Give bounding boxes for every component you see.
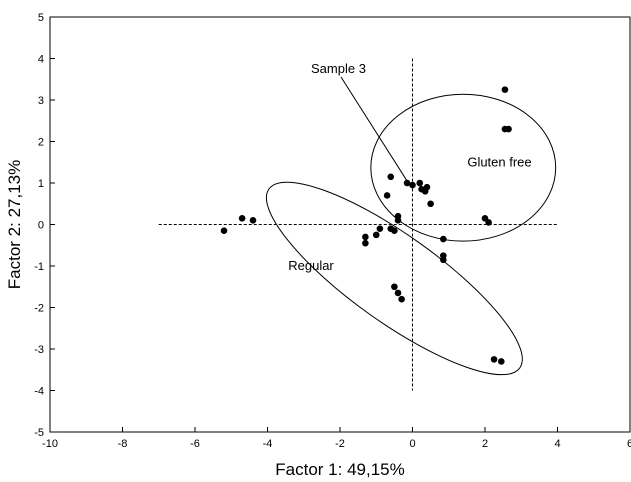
- y-tick-label-3: -2: [34, 303, 44, 315]
- data-point-15: [416, 179, 424, 187]
- x-tick-label-7: 4: [554, 438, 560, 450]
- data-point-27: [485, 219, 492, 226]
- gluten-free-label: Gluten free: [467, 154, 531, 169]
- data-point-19: [427, 200, 434, 208]
- data-point-4: [362, 239, 369, 247]
- data-point-2: [249, 217, 257, 224]
- gluten-free-circle: [370, 93, 557, 242]
- x-tick-label-0: -10: [42, 438, 58, 450]
- y-tick-label-10: 5: [38, 12, 44, 24]
- data-point-0: [220, 227, 228, 235]
- data-point-12: [387, 173, 395, 181]
- data-point-5: [372, 231, 380, 239]
- y-tick-label-1: -4: [34, 386, 44, 398]
- data-point-14: [409, 181, 416, 189]
- x-tick-label-3: -4: [263, 438, 273, 450]
- x-axis-title: Factor 1: 49,15%: [275, 460, 404, 479]
- data-point-28: [501, 86, 509, 93]
- data-point-11: [383, 192, 391, 199]
- y-tick-label-6: 1: [38, 178, 44, 190]
- y-tick-label-5: 0: [38, 220, 44, 232]
- x-tick-label-5: 0: [409, 438, 415, 450]
- data-point-23: [391, 283, 398, 291]
- data-points: [220, 86, 512, 365]
- data-point-24: [394, 289, 402, 297]
- annotations: Gluten free Regular Sample 3: [288, 61, 531, 273]
- regular-label: Regular: [288, 258, 334, 273]
- data-point-3: [362, 233, 369, 241]
- x-tick-label-6: 2: [482, 438, 488, 450]
- data-point-30: [505, 125, 512, 133]
- data-point-1: [238, 214, 246, 222]
- data-point-25: [398, 295, 405, 303]
- x-tick-label-4: -2: [335, 438, 345, 450]
- regular-ellipse: [265, 181, 523, 376]
- y-tick-label-9: 4: [38, 54, 44, 66]
- group-outlines: [265, 93, 557, 376]
- axis-ticks: [49, 16, 631, 433]
- data-point-20: [440, 235, 447, 243]
- y-tick-label-0: -5: [34, 427, 44, 439]
- data-point-10: [394, 217, 402, 224]
- data-point-31: [490, 356, 498, 363]
- data-point-32: [498, 358, 505, 365]
- y-tick-label-2: -3: [34, 344, 44, 356]
- data-point-8: [391, 227, 398, 235]
- data-point-6: [376, 225, 384, 232]
- y-tick-label-7: 2: [38, 137, 44, 149]
- y-tick-label-8: 3: [38, 95, 44, 107]
- reference-lines: [158, 58, 558, 391]
- x-tick-label-8: 6: [627, 438, 631, 450]
- sample-3-pointer-line: [340, 76, 408, 182]
- y-tick-label-4: -1: [34, 261, 44, 273]
- data-point-18: [423, 183, 431, 191]
- x-tick-label-1: -8: [118, 438, 128, 450]
- data-point-13: [403, 179, 411, 187]
- x-tick-label-2: -6: [190, 438, 200, 450]
- data-point-22: [440, 256, 447, 264]
- sample-3-label: Sample 3: [311, 61, 366, 76]
- y-axis-title: Factor 2: 27,13%: [5, 160, 24, 289]
